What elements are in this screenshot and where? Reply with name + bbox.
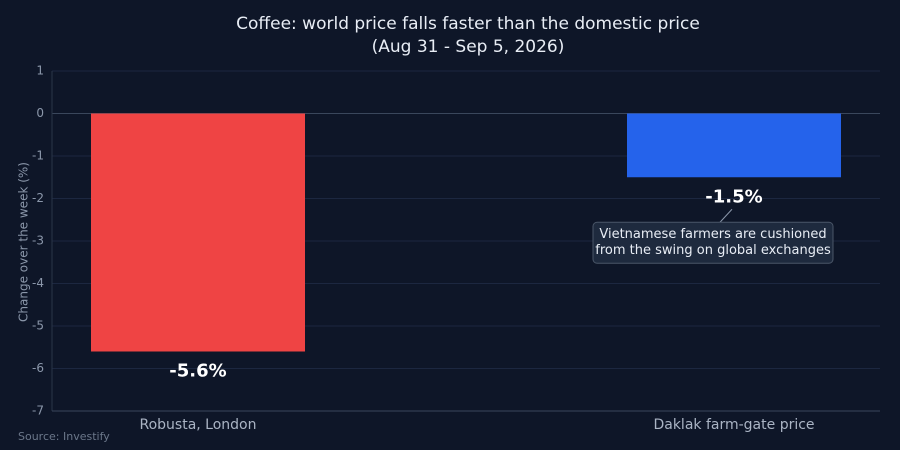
annotation-text: Vietnamese farmers are cushioned [599,227,826,242]
y-tick-label: -4 [32,276,44,290]
y-tick-label: -2 [32,191,44,205]
y-tick-label: 0 [36,106,44,120]
y-tick-label: 1 [36,64,44,78]
bar [627,113,841,178]
value-label: -1.5% [705,186,762,207]
bar [91,113,305,352]
annotation-box [592,221,834,264]
y-tick-label: -5 [32,319,44,333]
y-tick-label: -6 [32,361,44,375]
x-tick-label: Daklak farm-gate price [653,417,814,433]
annotation-text: from the swing on global exchanges [595,243,831,258]
y-axis-label: Change over the week (%) [17,162,31,322]
chart-title: Coffee: world price falls faster than th… [236,14,700,34]
y-tick-label: -7 [32,404,44,418]
source: Source: Investify [18,430,110,443]
y-tick-label: -3 [32,234,44,248]
y-tick-label: -1 [32,149,44,163]
x-tick-label: Robusta, London [139,417,256,433]
chart-subtitle: (Aug 31 - Sep 5, 2026) [372,37,565,57]
value-label: -5.6% [169,361,226,382]
annotation-arrow [719,208,733,223]
